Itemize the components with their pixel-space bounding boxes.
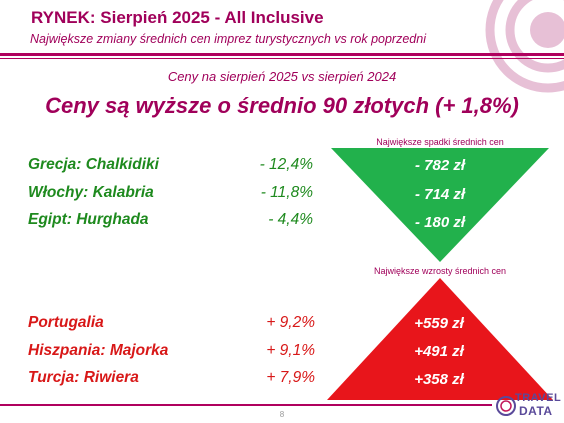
logo-text-bottom: DATA bbox=[519, 404, 553, 418]
page-subtitle: Największe zmiany średnich cen imprez tu… bbox=[30, 32, 426, 46]
comparison-caption: Ceny na sierpień 2025 vs sierpień 2024 bbox=[167, 69, 397, 84]
header-divider bbox=[0, 53, 564, 56]
decreases-triangle bbox=[331, 148, 549, 262]
decrease-change-1: - 12,4% bbox=[259, 156, 313, 173]
decrease-destination-1: Grecja: Chalkidiki bbox=[28, 156, 159, 173]
increase-amount-3: +358 zł bbox=[414, 371, 464, 388]
page-number: 8 bbox=[279, 410, 285, 419]
decreases-label: Największe spadki średnich cen bbox=[376, 137, 504, 147]
increase-amount-1: +559 zł bbox=[414, 315, 464, 332]
increase-change-3: + 7,9% bbox=[266, 369, 315, 386]
footer-divider bbox=[0, 404, 492, 406]
rings-decoration bbox=[485, 0, 564, 93]
page-title: RYNEK: Sierpień 2025 - All Inclusive bbox=[31, 8, 324, 27]
increase-destination-2: Hiszpania: Majorka bbox=[28, 342, 169, 359]
logo-text-top: TRAVEL bbox=[515, 392, 562, 404]
increase-change-2: + 9,1% bbox=[266, 342, 315, 359]
decrease-change-2: - 11,8% bbox=[260, 184, 313, 201]
decrease-amount-2: - 714 zł bbox=[414, 186, 466, 203]
increase-amount-2: +491 zł bbox=[414, 343, 464, 360]
increase-change-1: + 9,2% bbox=[266, 314, 315, 331]
increases-triangle bbox=[327, 278, 553, 400]
decrease-destination-3: Egipt: Hurghada bbox=[28, 211, 149, 228]
increase-destination-3: Turcja: Riwiera bbox=[28, 369, 139, 386]
decrease-change-3: - 4,4% bbox=[268, 211, 313, 228]
travel-data-logo: TRAVEL DATA bbox=[495, 391, 563, 419]
decrease-amount-1: - 782 zł bbox=[414, 157, 466, 174]
increase-destination-1: Portugalia bbox=[28, 314, 104, 331]
logo-globe-icon bbox=[496, 396, 516, 416]
header-divider-thin bbox=[0, 58, 564, 59]
decrease-amount-3: - 180 zł bbox=[414, 214, 466, 231]
summary-headline: Ceny są wyższe o średnio 90 złotych (+ 1… bbox=[45, 93, 519, 118]
increases-label: Największe wzrosty średnich cen bbox=[373, 266, 507, 276]
decrease-destination-2: Włochy: Kalabria bbox=[28, 184, 154, 201]
